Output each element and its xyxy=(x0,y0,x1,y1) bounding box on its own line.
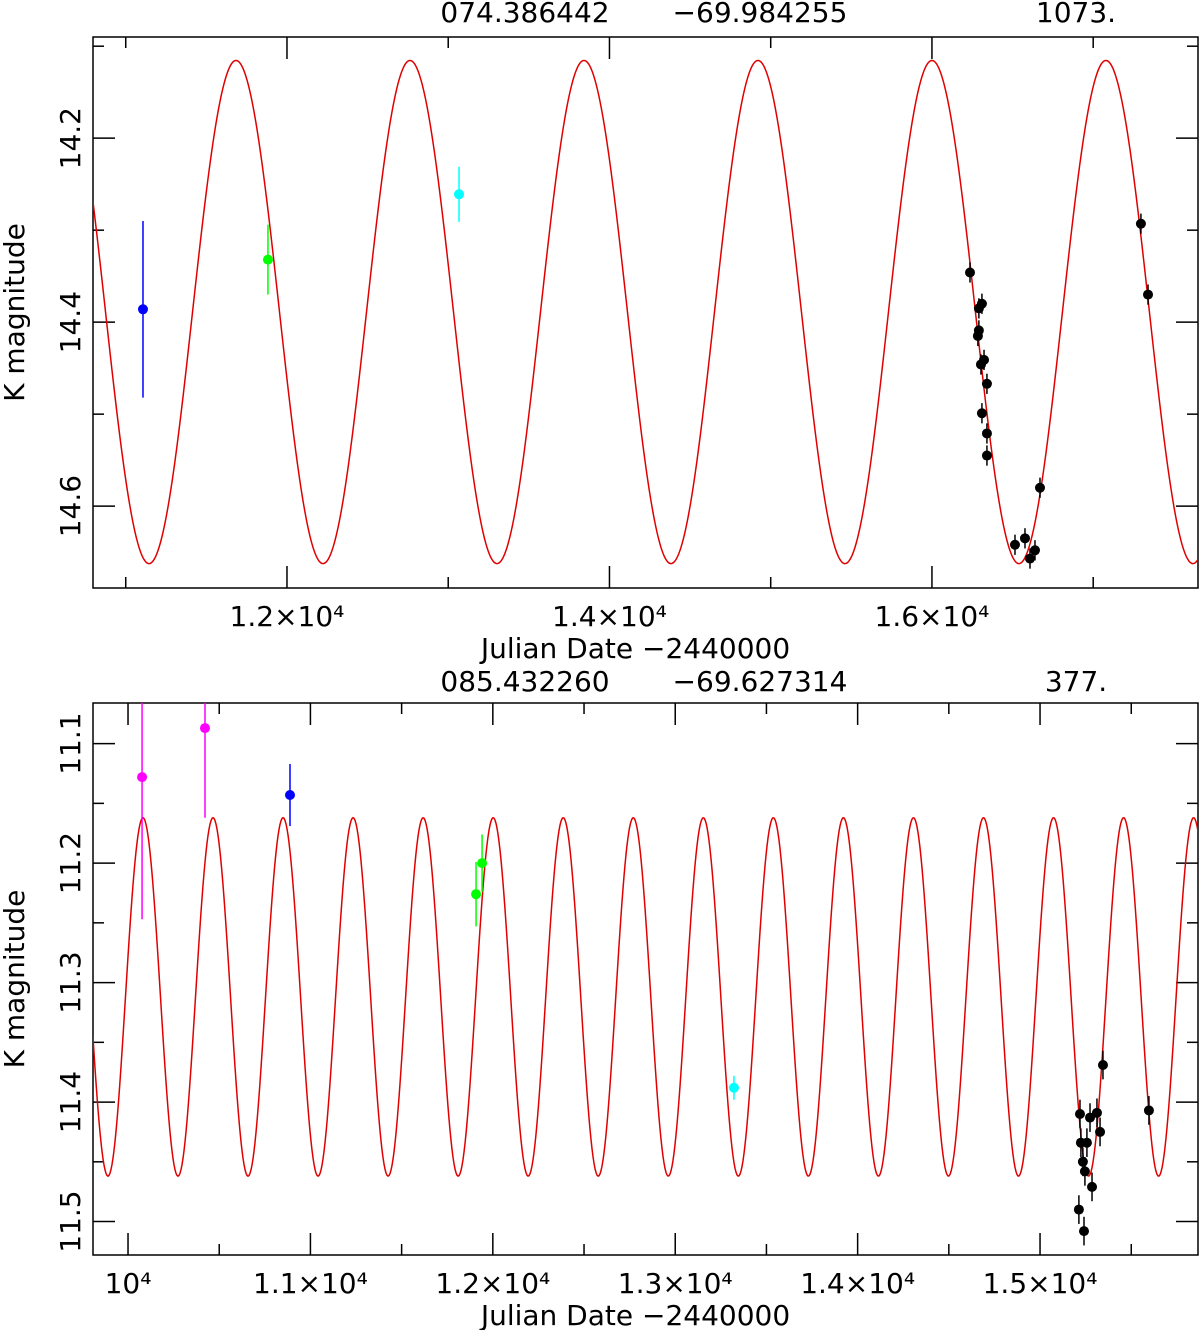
x-tick-label: 1.2×10⁴ xyxy=(435,1267,550,1300)
plot-frame xyxy=(92,702,1199,1256)
data-point xyxy=(471,889,482,900)
data-point xyxy=(1009,539,1020,550)
data-point xyxy=(1078,1226,1089,1237)
x-tick-label: 1.6×10⁴ xyxy=(875,600,990,633)
x-axis-label: Julian Date −2440000 xyxy=(479,632,790,665)
title-part: 1073. xyxy=(1036,0,1116,29)
y-tick-label: 14.2 xyxy=(54,107,87,169)
data-point xyxy=(199,723,210,734)
data-point xyxy=(1073,1204,1084,1215)
data-point xyxy=(981,428,992,439)
data-point xyxy=(976,408,987,419)
y-tick-label: 14.6 xyxy=(54,475,87,537)
data-point xyxy=(137,772,148,783)
data-point xyxy=(1091,1107,1102,1118)
x-tick-label: 1.4×10⁴ xyxy=(552,600,667,633)
data-point xyxy=(1077,1156,1088,1167)
x-tick-label: 10⁴ xyxy=(105,1267,152,1300)
y-axis-label: K magnitude xyxy=(0,890,31,1069)
data-point xyxy=(137,304,148,315)
data-point xyxy=(477,858,488,869)
data-point xyxy=(972,330,983,341)
title-part: −69.627314 xyxy=(673,665,848,698)
data-point xyxy=(1143,289,1154,300)
model-curve xyxy=(93,59,1198,565)
y-tick-label: 11.2 xyxy=(54,832,87,894)
plot-area xyxy=(93,59,1198,569)
data-point xyxy=(979,354,990,365)
data-point xyxy=(1087,1181,1098,1192)
y-tick-label: 14.4 xyxy=(54,291,87,353)
y-axis-label: K magnitude xyxy=(0,223,31,402)
title-part: 074.386442 xyxy=(440,0,609,29)
x-tick-label: 1.3×10⁴ xyxy=(618,1267,733,1300)
data-point xyxy=(1024,553,1035,564)
data-point xyxy=(1034,482,1045,493)
y-tick-label: 11.4 xyxy=(54,1071,87,1133)
y-tick-label: 11.1 xyxy=(54,712,87,774)
x-tick-label: 1.4×10⁴ xyxy=(800,1267,915,1300)
data-point xyxy=(284,790,295,800)
data-point xyxy=(976,298,987,309)
data-point xyxy=(1029,545,1040,556)
y-tick-label: 11.3 xyxy=(54,951,87,1013)
data-point xyxy=(1097,1060,1108,1071)
data-point xyxy=(1074,1109,1085,1120)
data-point xyxy=(1019,533,1030,544)
data-point xyxy=(981,378,992,389)
data-point xyxy=(1081,1137,1092,1148)
data-point xyxy=(454,189,465,200)
plot-area xyxy=(93,703,1198,1246)
y-tick-label: 11.5 xyxy=(54,1190,87,1252)
data-point xyxy=(1143,1105,1154,1116)
x-tick-label: 1.1×10⁴ xyxy=(253,1267,368,1300)
plot-frame xyxy=(92,36,1199,589)
x-tick-label: 1.2×10⁴ xyxy=(230,600,345,633)
data-point xyxy=(965,267,976,278)
data-point xyxy=(981,450,992,461)
data-point xyxy=(728,1082,739,1093)
title-part: 377. xyxy=(1045,665,1107,698)
x-axis-label: Julian Date −2440000 xyxy=(479,1299,790,1330)
title-part: −69.984255 xyxy=(673,0,848,29)
data-point xyxy=(262,254,273,265)
model-curve xyxy=(93,816,1198,1178)
data-point xyxy=(1095,1126,1106,1137)
x-tick-label: 1.5×10⁴ xyxy=(983,1267,1098,1300)
data-point xyxy=(1079,1166,1090,1177)
title-part: 085.432260 xyxy=(440,665,609,698)
data-point xyxy=(1135,218,1146,229)
